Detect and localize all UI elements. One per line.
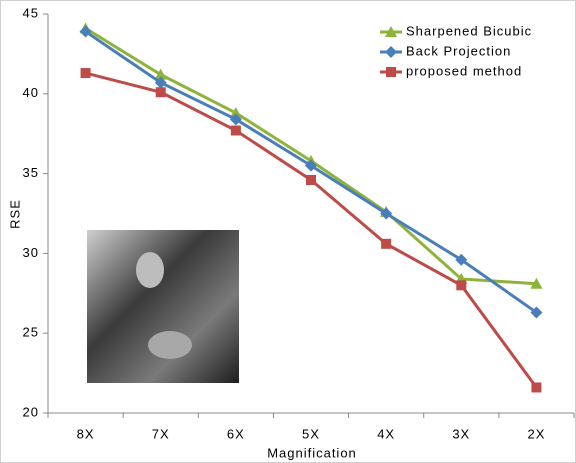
x-tick-label: 8X (77, 426, 95, 441)
marker (306, 175, 316, 185)
inset-photo-hands (148, 331, 192, 359)
x-tick-label: 5X (302, 426, 320, 441)
x-tick-label: 4X (377, 426, 395, 441)
chart: Magnification RSE 20 25 30 35 40 45 8X 7X 6X 5X 4X… (0, 0, 576, 463)
x-axis-label: Magnification (267, 445, 357, 460)
marker (385, 46, 397, 58)
x-tick-label: 6X (227, 426, 245, 441)
legend-label: Back Projection (406, 43, 511, 58)
y-tick-label: 40 (23, 85, 39, 100)
marker (531, 382, 541, 392)
x-tick-label: 2X (527, 426, 545, 441)
marker (381, 239, 391, 249)
marker (81, 68, 91, 78)
marker (456, 280, 466, 290)
marker (386, 67, 396, 77)
y-tick-label: 25 (23, 325, 39, 340)
marker (156, 87, 166, 97)
y-tick-label: 35 (23, 165, 39, 180)
y-tick-label: 20 (23, 404, 39, 419)
marker (231, 126, 241, 136)
x-tick-label: 3X (452, 426, 470, 441)
y-axis-label: RSE (7, 199, 22, 229)
legend-label: proposed method (406, 63, 522, 78)
legend-label: Sharpened Bicubic (406, 23, 532, 38)
y-tick-label: 45 (23, 5, 39, 20)
y-tick-label: 30 (23, 245, 39, 260)
x-tick-label: 7X (152, 426, 170, 441)
inset-photo (87, 230, 239, 383)
inset-photo-face (136, 252, 164, 288)
